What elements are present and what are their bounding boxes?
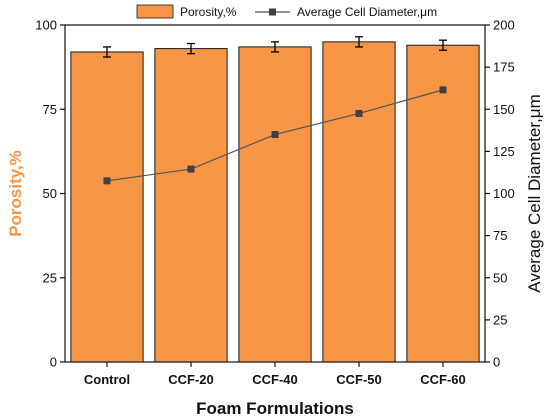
right-tick-label: 100 [493,186,515,201]
category-label: CCF-20 [168,372,214,387]
left-tick-label: 50 [43,186,57,201]
bar-ccf-60 [406,44,480,363]
bar-ccf-40 [238,46,312,363]
bar-ccf-20 [154,48,228,363]
legend-swatch-porosity [136,4,174,19]
left-tick-label: 25 [43,270,57,285]
cell-diameter-point-ccf-20 [187,165,195,173]
right-tick-label: 50 [493,270,507,285]
category-label: CCF-50 [336,372,382,387]
left-tick-label: 0 [50,355,57,370]
legend-marker-diameter [269,8,276,16]
category-label: CCF-40 [252,372,298,387]
bar-ccf-50 [322,41,396,363]
right-axis-title: Average Cell Diameter,μm [525,94,544,292]
cell-diameter-point-ccf-60 [439,86,447,94]
category-label: CCF-60 [420,372,466,387]
category-label: Control [84,372,130,387]
right-tick-label: 150 [493,102,515,117]
right-tick-label: 175 [493,60,515,75]
right-tick-label: 75 [493,228,507,243]
left-axis-title: Porosity,% [6,150,25,237]
x-axis-title: Foam Formulations [196,399,354,418]
right-tick-label: 200 [493,18,515,33]
legend-label-diameter: Average Cell Diameter,μm [297,5,437,19]
legend-label-porosity: Porosity,% [180,5,237,19]
cell-diameter-point-ccf-50 [355,109,363,117]
bar-control [70,51,144,363]
left-tick-label: 75 [43,102,57,117]
left-tick-label: 100 [35,18,57,33]
cell-diameter-point-ccf-40 [271,131,279,139]
right-tick-label: 125 [493,144,515,159]
right-tick-label: 0 [493,355,500,370]
right-tick-label: 25 [493,312,507,327]
cell-diameter-point-control [103,177,111,185]
